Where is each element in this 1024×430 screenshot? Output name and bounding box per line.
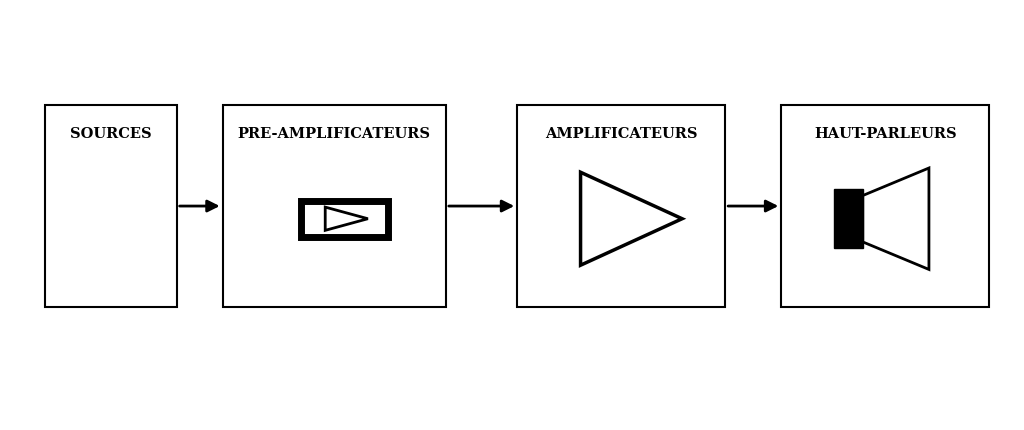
Polygon shape [581, 173, 682, 266]
Bar [781, 105, 989, 308]
Text: AMPLIFICATEURS: AMPLIFICATEURS [545, 126, 697, 141]
Bar [45, 105, 177, 308]
Text: HAUT-PARLEURS: HAUT-PARLEURS [814, 126, 956, 141]
Bar [301, 201, 387, 237]
Text: PRE-AMPLIFICATEURS: PRE-AMPLIFICATEURS [238, 126, 431, 141]
Bar [222, 105, 446, 308]
Bar [517, 105, 725, 308]
Polygon shape [863, 169, 929, 270]
Polygon shape [326, 208, 368, 231]
Text: SOURCES: SOURCES [70, 126, 152, 141]
Bar [835, 190, 863, 249]
